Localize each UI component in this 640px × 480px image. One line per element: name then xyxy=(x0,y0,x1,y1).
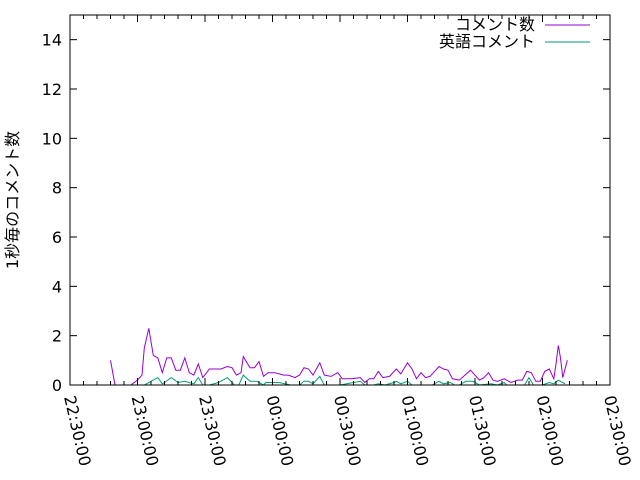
y-axis-label: 1秒毎のコメント数 xyxy=(3,131,22,269)
series-line-comments xyxy=(110,328,568,386)
x-tick-label: 23:30:00 xyxy=(195,394,230,468)
y-tick-label: 0 xyxy=(52,376,62,395)
x-tick-label: 01:30:00 xyxy=(465,394,500,468)
legend-label-english-comments: 英語コメント xyxy=(439,32,535,51)
axis-ticks xyxy=(69,15,611,386)
y-tick-label: 2 xyxy=(52,327,62,346)
y-tick-label: 8 xyxy=(52,179,62,198)
legend-label-comments: コメント数 xyxy=(455,15,535,34)
y-tick-label: 14 xyxy=(42,31,62,50)
x-tick-label: 00:30:00 xyxy=(330,394,365,468)
x-tick-label: 00:00:00 xyxy=(263,394,298,468)
plot-frame xyxy=(69,14,611,386)
y-tick-label: 10 xyxy=(42,129,62,148)
legend: コメント数 英語コメント xyxy=(439,15,590,51)
x-tick-label: 02:00:00 xyxy=(533,394,568,468)
x-tick-label: 02:30:00 xyxy=(600,394,635,468)
x-tick-label: 23:00:00 xyxy=(128,394,163,468)
y-tick-label: 4 xyxy=(52,277,62,296)
series-lines xyxy=(110,328,568,386)
y-tick-labels: 0 2 4 6 8 10 12 14 xyxy=(42,31,62,395)
x-tick-label: 22:30:00 xyxy=(60,394,95,468)
y-tick-label: 6 xyxy=(52,228,62,247)
x-tick-labels: 22:30:00 23:00:00 23:30:00 00:00:00 00:30:00… xyxy=(60,394,635,468)
x-tick-label: 01:00:00 xyxy=(398,394,433,468)
y-tick-label: 12 xyxy=(42,80,62,99)
